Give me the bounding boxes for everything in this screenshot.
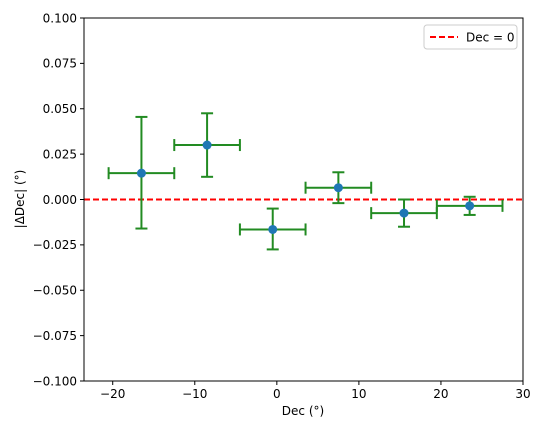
- data-point-6: [465, 201, 475, 211]
- legend-box: [423, 24, 518, 50]
- x-tick-label: −10: [182, 387, 207, 401]
- y-tick-label: 0.050: [43, 102, 77, 116]
- y-tick-label: −0.075: [33, 329, 77, 343]
- y-tick-label: −0.050: [33, 284, 77, 298]
- y-tick-label: 0.000: [43, 193, 77, 207]
- x-axis-label: Dec (°): [282, 404, 324, 418]
- points-layer: [136, 140, 475, 234]
- data-point-3: [268, 224, 278, 234]
- data-point-5: [399, 208, 409, 218]
- data-point-4: [333, 183, 343, 193]
- x-tick-label: 10: [351, 387, 366, 401]
- y-tick-label: −0.100: [33, 374, 77, 388]
- data-point-2: [202, 140, 212, 150]
- legend: Dec = 0: [423, 24, 518, 50]
- legend-label: Dec = 0: [466, 31, 515, 45]
- x-tick-label: 20: [433, 387, 448, 401]
- y-axis-label: |ΔDec| (°): [13, 170, 27, 229]
- y-axis: −0.100 −0.075 −0.050 −0.025 0.000 0.025 0.050 0…: [33, 11, 84, 388]
- data-point-1: [136, 168, 146, 178]
- x-tick-label: −20: [100, 387, 125, 401]
- x-tick-label: 30: [515, 387, 530, 401]
- y-tick-label: 0.025: [43, 147, 77, 161]
- x-tick-label: 0: [273, 387, 281, 401]
- y-tick-label: 0.075: [43, 57, 77, 71]
- y-tick-label: 0.100: [43, 11, 77, 25]
- y-tick-label: −0.025: [33, 238, 77, 252]
- x-axis: −20 −10 0 10 20 30: [100, 381, 531, 401]
